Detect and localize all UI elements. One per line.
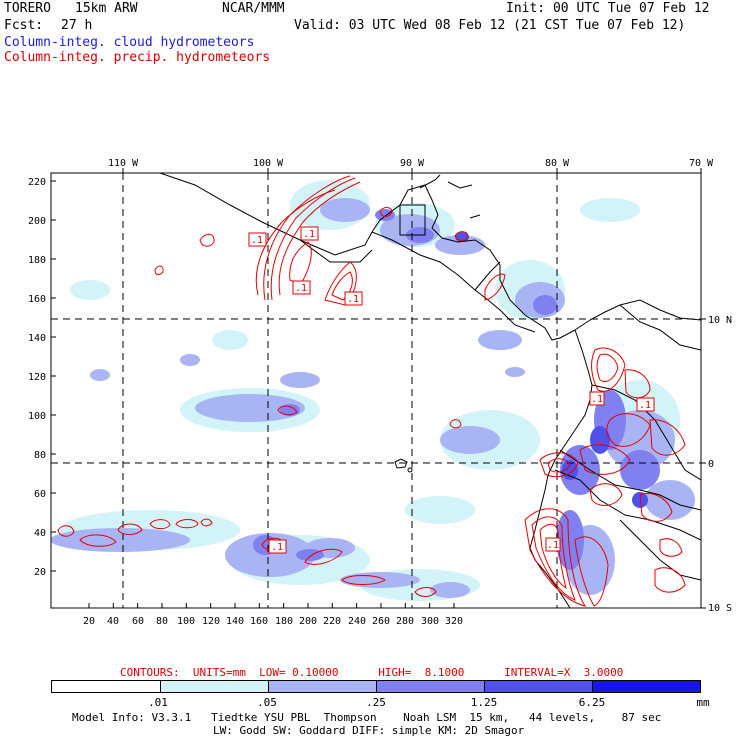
precip-hydrometeors-title: Column-integ. precip. hydrometeors (4, 50, 271, 65)
y-tick-label: 180 (28, 255, 46, 266)
lon-label: 70 W (689, 158, 714, 169)
lat-lon-grid (51, 173, 701, 608)
model-resolution: 15km ARW (75, 1, 138, 16)
x-tick-label: 180 (275, 616, 293, 627)
valid-time: Valid: 03 UTC Wed 08 Feb 12 (21 CST Tue … (294, 18, 686, 33)
x-tick-label: 260 (372, 616, 390, 627)
x-tick-label: 100 (177, 616, 195, 627)
x-tick-label: 240 (348, 616, 366, 627)
x-tick-label: 80 (156, 616, 168, 627)
axis-ticks (51, 168, 706, 609)
contour-label: .1 (271, 542, 283, 553)
colorbar-label: .05 (257, 696, 277, 709)
colorbar-unit: mm (696, 696, 710, 709)
x-tick-label: 280 (396, 616, 414, 627)
cloud-shading (51, 180, 695, 601)
colorbar-cell (593, 681, 700, 692)
contour-label: .1 (251, 235, 263, 246)
contour-label-boxes (248, 226, 655, 554)
contour-label: .1 (295, 283, 307, 294)
y-tick-label: 160 (28, 294, 46, 305)
x-tick-label: 200 (299, 616, 317, 627)
colorbar-cell (161, 681, 269, 692)
colorbar-label: 1.25 (470, 696, 498, 709)
contour-label: .1 (591, 394, 603, 405)
model-info-line1: Model Info: V3.3.1 Tiedtke YSU PBL Thomp… (72, 711, 662, 724)
colorbar-cell (269, 681, 377, 692)
lon-label: 100 W (253, 158, 284, 169)
colorbar (51, 680, 701, 693)
y-tick-label: 20 (34, 567, 46, 578)
contours-info: CONTOURS: UNITS=mm LOW= 0.10000 HIGH= 8.… (120, 666, 624, 679)
contour-label: .1 (547, 540, 559, 551)
model-name: TORERO (4, 1, 51, 16)
lon-label: 110 W (108, 158, 139, 169)
y-tick-label: 100 (28, 411, 46, 422)
x-tick-label: 220 (323, 616, 341, 627)
y-tick-label: 60 (34, 489, 46, 500)
model-info-line2: LW: Godd SW: Goddard DIFF: simple KM: 2D… (213, 724, 525, 737)
contour-label: .1 (639, 400, 651, 411)
contour-label: .1 (303, 229, 315, 240)
colorbar-cell (52, 681, 161, 692)
lon-label: 90 W (400, 158, 425, 169)
colorbar-cell (377, 681, 485, 692)
precip-contours (57, 175, 686, 607)
colorbar-label: 6.25 (578, 696, 606, 709)
organization: NCAR/MMM (222, 1, 285, 16)
x-tick-label: 320 (445, 616, 463, 627)
contour-label: .1 (347, 294, 359, 305)
lat-label: 0 (708, 459, 714, 470)
forecast-hours: 27 h (61, 18, 93, 33)
x-tick-label: 20 (83, 616, 95, 627)
x-tick-label: 40 (107, 616, 119, 627)
x-tick-label: 60 (132, 616, 144, 627)
lat-label: 10 S (708, 603, 732, 614)
plot-frame (50, 172, 702, 609)
x-tick-label: 300 (421, 616, 439, 627)
forecast-label: Fcst: (4, 18, 44, 33)
colorbar-label: .01 (148, 696, 168, 709)
colorbar-cell (485, 681, 593, 692)
x-tick-label: 160 (250, 616, 268, 627)
x-tick-label: 140 (226, 616, 244, 627)
cloud-hydrometeors-title: Column-integ. cloud hydrometeors (4, 35, 255, 50)
y-tick-label: 80 (34, 450, 46, 461)
y-tick-label: 120 (28, 372, 46, 383)
y-tick-label: 140 (28, 333, 46, 344)
lat-label: 10 N (708, 315, 732, 326)
y-tick-label: 40 (34, 528, 46, 539)
x-tick-label: 120 (202, 616, 220, 627)
init-time: Init: 00 UTC Tue 07 Feb 12 (506, 1, 710, 16)
lon-label: 80 W (545, 158, 570, 169)
colorbar-label: .25 (366, 696, 386, 709)
y-tick-label: 200 (28, 216, 46, 227)
y-tick-label: 220 (28, 177, 46, 188)
